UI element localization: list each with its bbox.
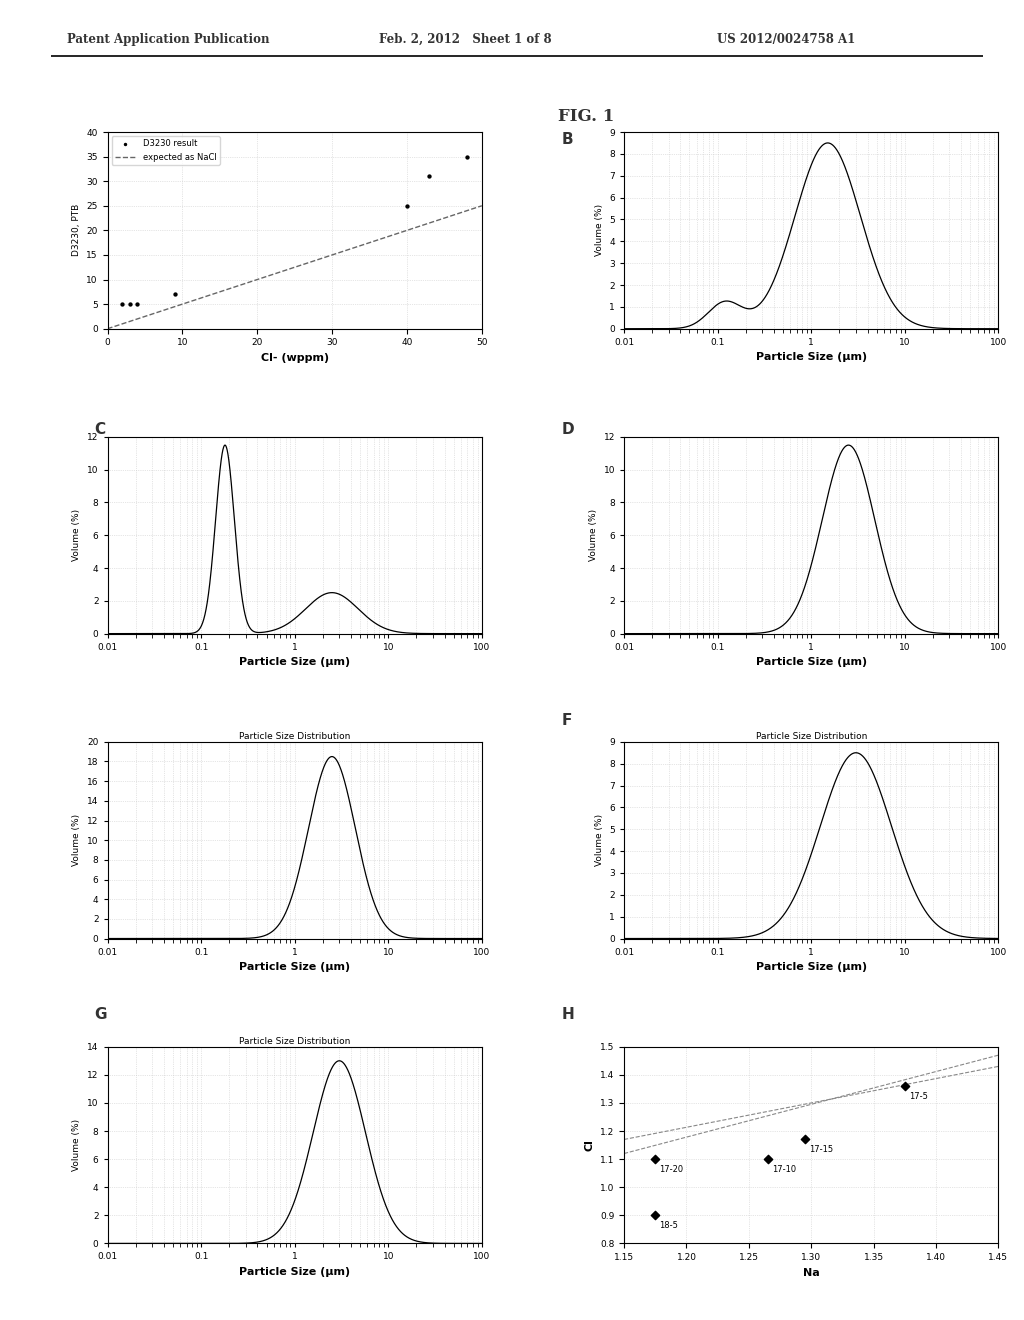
Title: Particle Size Distribution: Particle Size Distribution [239,733,350,741]
Text: H: H [561,1007,573,1022]
Point [760,1148,776,1170]
X-axis label: Particle Size (μm): Particle Size (μm) [240,657,350,667]
Text: C: C [94,422,105,437]
Text: 18-5: 18-5 [659,1221,678,1230]
Text: G: G [94,1007,106,1022]
Y-axis label: D3230, PTB: D3230, PTB [72,205,81,256]
Text: F: F [561,713,571,727]
Point [459,147,475,168]
Point [647,1205,664,1226]
Y-axis label: Volume (%): Volume (%) [73,1119,82,1171]
Legend: D3230 result, expected as NaCl: D3230 result, expected as NaCl [112,136,219,165]
Y-axis label: Volume (%): Volume (%) [595,205,604,256]
Point [398,195,415,216]
Text: 17-10: 17-10 [772,1164,796,1173]
Text: US 2012/0024758 A1: US 2012/0024758 A1 [717,33,855,46]
Point [167,284,183,305]
Text: Feb. 2, 2012   Sheet 1 of 8: Feb. 2, 2012 Sheet 1 of 8 [379,33,552,46]
Text: 17-15: 17-15 [809,1144,834,1154]
X-axis label: Particle Size (μm): Particle Size (μm) [756,962,866,972]
Text: 17-20: 17-20 [659,1164,684,1173]
Text: Patent Application Publication: Patent Application Publication [67,33,269,46]
Title: Particle Size Distribution: Particle Size Distribution [756,733,867,741]
Point [647,1148,664,1170]
Point [421,166,437,187]
Point [897,1076,913,1097]
Point [129,293,145,314]
Text: D: D [561,422,573,437]
X-axis label: Particle Size (μm): Particle Size (μm) [240,962,350,972]
Point [122,293,138,314]
X-axis label: Particle Size (μm): Particle Size (μm) [240,1267,350,1276]
Y-axis label: Volume (%): Volume (%) [73,814,82,866]
Y-axis label: Volume (%): Volume (%) [595,814,604,866]
X-axis label: Cl- (wppm): Cl- (wppm) [261,352,329,363]
Text: FIG. 1: FIG. 1 [558,108,614,124]
Text: B: B [561,132,572,147]
Y-axis label: Cl: Cl [585,1139,594,1151]
Point [115,293,131,314]
Y-axis label: Volume (%): Volume (%) [73,510,82,561]
X-axis label: Na: Na [803,1267,819,1278]
X-axis label: Particle Size (μm): Particle Size (μm) [756,352,866,362]
Y-axis label: Volume (%): Volume (%) [589,510,598,561]
Text: 17-5: 17-5 [909,1092,928,1101]
Title: Particle Size Distribution: Particle Size Distribution [239,1038,350,1045]
Point [797,1129,813,1150]
X-axis label: Particle Size (μm): Particle Size (μm) [756,657,866,667]
